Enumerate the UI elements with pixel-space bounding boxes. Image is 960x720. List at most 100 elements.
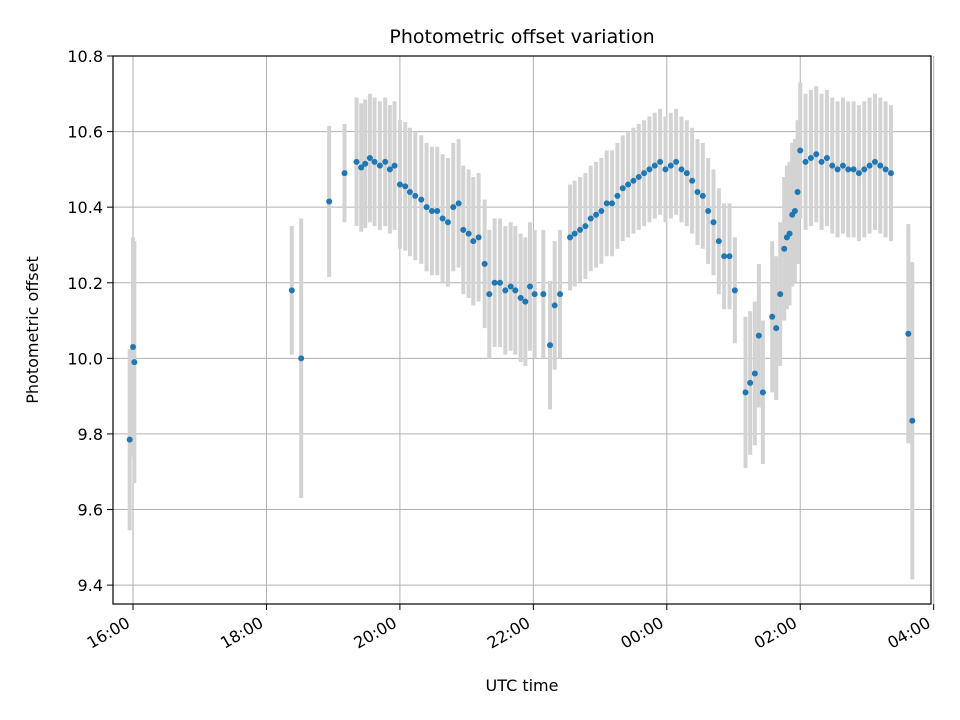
data-point xyxy=(444,219,451,226)
data-point xyxy=(512,287,519,294)
data-point xyxy=(818,158,825,165)
data-point xyxy=(288,287,295,294)
data-point xyxy=(362,160,369,167)
data-point xyxy=(450,204,457,211)
data-point xyxy=(839,162,846,169)
data-point xyxy=(797,147,804,154)
data-point xyxy=(786,230,793,237)
data-point xyxy=(829,162,836,169)
data-point xyxy=(598,207,605,214)
data-point xyxy=(619,185,626,192)
data-point xyxy=(496,279,503,286)
data-point xyxy=(731,287,738,294)
data-point xyxy=(905,330,912,337)
data-point xyxy=(434,207,441,214)
data-point xyxy=(769,313,776,320)
data-point xyxy=(755,332,762,339)
data-point xyxy=(667,162,674,169)
data-point xyxy=(699,192,706,199)
data-point xyxy=(406,189,413,196)
data-point xyxy=(402,183,409,190)
data-point xyxy=(423,204,430,211)
y-tick-label: 9.4 xyxy=(78,576,103,595)
data-point xyxy=(298,355,305,362)
data-point xyxy=(781,245,788,252)
data-point xyxy=(391,162,398,169)
data-points xyxy=(126,147,916,443)
data-point xyxy=(326,198,333,205)
data-point xyxy=(557,291,564,298)
data-point xyxy=(593,211,600,218)
data-point xyxy=(813,151,820,158)
data-point xyxy=(807,155,814,162)
data-point xyxy=(845,166,852,173)
x-tick-label: 20:00 xyxy=(350,613,399,653)
data-point xyxy=(587,215,594,222)
data-point xyxy=(475,234,482,241)
data-point xyxy=(887,170,894,177)
data-point xyxy=(366,155,373,162)
x-tick-label: 00:00 xyxy=(617,613,666,653)
data-point xyxy=(641,170,648,177)
y-tick-label: 9.6 xyxy=(78,501,103,520)
data-point xyxy=(759,389,766,396)
x-tick-label: 16:00 xyxy=(84,613,133,653)
data-point xyxy=(131,359,138,366)
data-point xyxy=(527,283,534,290)
data-point xyxy=(834,166,841,173)
error-bars xyxy=(127,82,915,580)
x-tick-label: 22:00 xyxy=(484,613,533,653)
data-point xyxy=(418,196,425,203)
data-point xyxy=(396,181,403,188)
data-point xyxy=(630,177,637,184)
y-axis-title: Photometric offset xyxy=(23,256,42,404)
data-point xyxy=(382,158,389,165)
data-point xyxy=(522,298,529,305)
data-point xyxy=(386,166,393,173)
data-point xyxy=(678,166,685,173)
data-point xyxy=(130,344,137,351)
data-point xyxy=(721,253,728,260)
data-point xyxy=(551,302,558,309)
data-point xyxy=(358,164,365,171)
data-point xyxy=(460,226,467,233)
data-point xyxy=(531,291,538,298)
data-point xyxy=(455,200,462,207)
data-point xyxy=(353,158,360,165)
data-point xyxy=(751,370,758,377)
data-point xyxy=(747,379,754,386)
data-point xyxy=(651,162,658,169)
data-point xyxy=(567,234,574,241)
data-point xyxy=(694,189,701,196)
data-point xyxy=(376,162,383,169)
y-tick-label: 10.6 xyxy=(67,123,103,142)
data-point xyxy=(866,162,873,169)
data-point xyxy=(571,230,578,237)
data-point xyxy=(491,279,498,286)
data-point xyxy=(710,219,717,226)
data-point xyxy=(683,170,690,177)
data-point xyxy=(507,283,514,290)
data-point xyxy=(577,226,584,233)
data-point xyxy=(726,253,733,260)
data-point xyxy=(465,230,472,237)
data-point xyxy=(871,158,878,165)
data-point xyxy=(517,294,524,301)
data-point xyxy=(540,291,547,298)
data-point xyxy=(428,207,435,214)
y-tick-label: 10.8 xyxy=(67,47,103,66)
x-axis-ticks: 16:00 18:00 20:00 22:00 00:00 02:00 04:00 xyxy=(84,604,935,653)
data-point xyxy=(547,342,554,349)
data-point xyxy=(439,215,446,222)
data-point xyxy=(794,189,801,196)
plot-frame xyxy=(112,55,932,605)
y-axis-ticks: 9.4 9.6 9.8 10.0 10.2 10.4 10.6 10.8 xyxy=(67,47,113,595)
data-point xyxy=(646,166,653,173)
data-point xyxy=(715,238,722,245)
x-tick-label: 04:00 xyxy=(884,613,933,653)
chart-title: Photometric offset variation xyxy=(389,26,654,48)
data-point xyxy=(909,417,916,424)
data-point xyxy=(777,291,784,298)
y-tick-label: 10.0 xyxy=(67,349,103,368)
